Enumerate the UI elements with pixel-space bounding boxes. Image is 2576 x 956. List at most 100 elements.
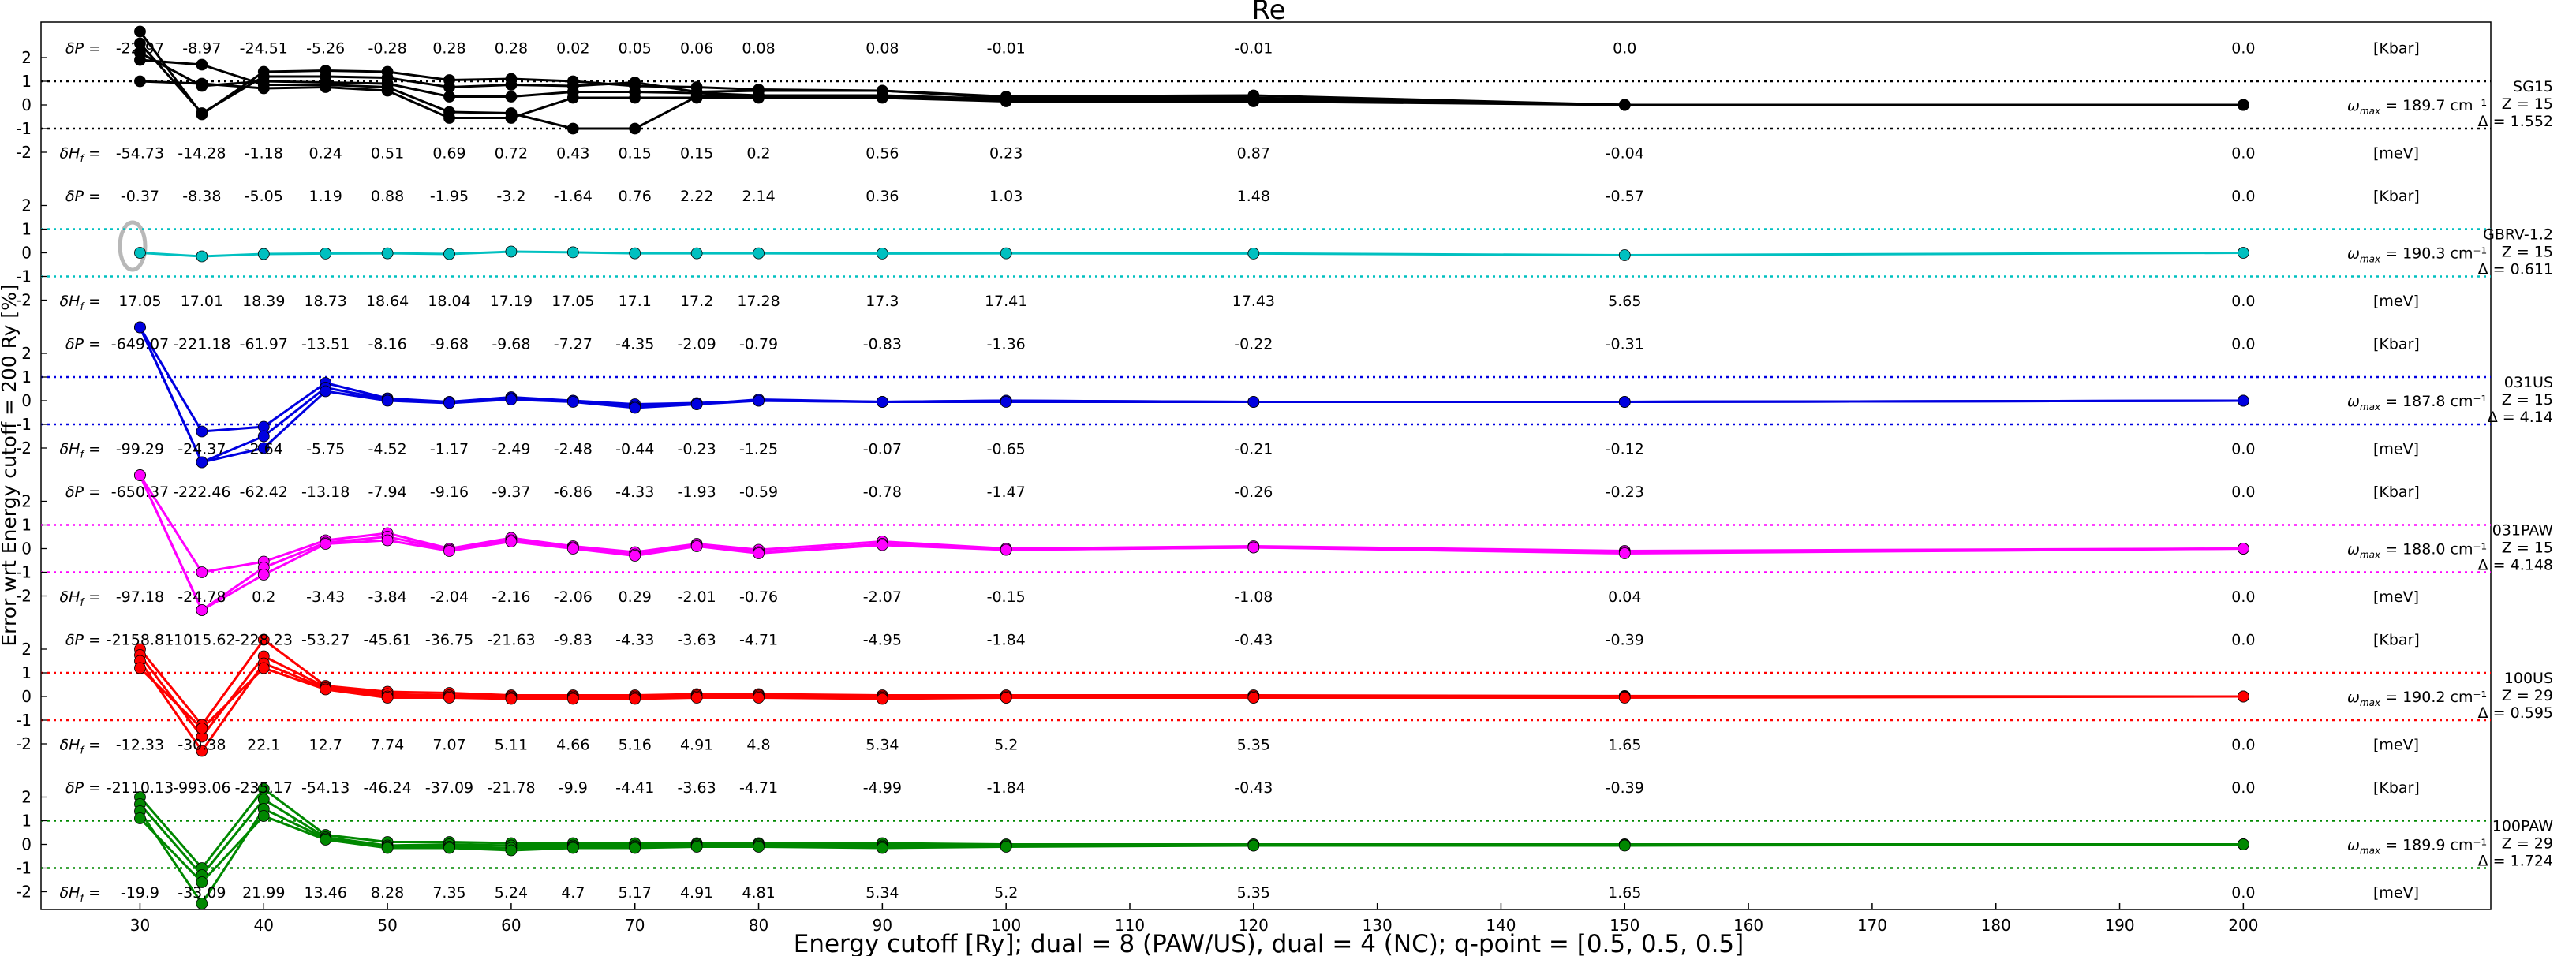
dh-value: 0.0 xyxy=(2231,441,2255,458)
dh-value: 5.24 xyxy=(495,884,528,902)
dh-value: 5.65 xyxy=(1608,293,1641,310)
dh-value: 0.23 xyxy=(989,145,1023,162)
dp-value: -4.71 xyxy=(739,779,778,797)
dh-value: 18.04 xyxy=(428,293,470,310)
data-point xyxy=(566,693,579,705)
data-point xyxy=(196,77,208,90)
data-point xyxy=(876,91,888,104)
y-tick-label: 2 xyxy=(21,48,32,67)
data-point xyxy=(1618,547,1631,559)
data-point xyxy=(505,91,518,103)
data-point xyxy=(1618,99,1631,111)
panel-sg15: 2 1 0 -1 -2 δP = δHf = -22.97 -8.97 -24.51 -5.26 -0… xyxy=(16,25,2553,166)
dh-value: 17.2 xyxy=(680,293,713,310)
dh-value: -12.33 xyxy=(116,737,164,754)
y-tick-label: -1 xyxy=(16,859,32,878)
dh-value: 5.35 xyxy=(1237,737,1270,754)
y-tick-label: -1 xyxy=(16,563,32,582)
dp-value: 2.22 xyxy=(680,188,713,205)
pseudo-z: Z = 15 xyxy=(2502,244,2553,261)
dh-value: 12.7 xyxy=(309,737,342,754)
dp-value: -4.33 xyxy=(615,484,654,501)
data-point xyxy=(629,91,641,104)
dp-value: -8.38 xyxy=(182,188,221,205)
dh-value: -99.29 xyxy=(116,441,164,458)
x-tick-label: 140 xyxy=(1486,916,1516,935)
dp-value: -8.16 xyxy=(368,335,407,353)
dp-value: -9.68 xyxy=(430,335,469,353)
pseudo-z: Z = 15 xyxy=(2502,540,2553,557)
dp-value: -36.75 xyxy=(425,631,473,648)
data-point xyxy=(196,107,208,119)
y-tick-label: -2 xyxy=(16,734,32,753)
data-point xyxy=(2237,838,2249,850)
mev-unit: [meV] xyxy=(2373,588,2419,606)
dp-value: -61.97 xyxy=(240,335,288,353)
data-point xyxy=(257,810,270,822)
dp-value: -0.01 xyxy=(987,39,1026,57)
dh-value: -0.23 xyxy=(678,441,716,458)
x-tick-label: 90 xyxy=(873,916,892,935)
pseudo-delta: Δ = 0.595 xyxy=(2478,704,2553,722)
data-point xyxy=(753,841,765,853)
series-line xyxy=(140,80,2244,119)
data-point xyxy=(566,91,579,104)
x-tick-label: 170 xyxy=(1857,916,1887,935)
data-point xyxy=(505,536,518,547)
data-point xyxy=(381,842,394,854)
data-point xyxy=(1000,841,1012,853)
pseudo-name: 031PAW xyxy=(2492,522,2553,540)
data-point xyxy=(196,898,208,909)
panel-100paw: 2 1 0 -1 -2 δP = δHf = -2110.13 -993.06 -235.17 -5… xyxy=(16,779,2553,909)
dh-value: 5.16 xyxy=(619,737,652,754)
y-tick-label: 1 xyxy=(21,220,32,239)
dh-value: -2.04 xyxy=(430,588,469,606)
mev-unit: [meV] xyxy=(2373,145,2419,162)
dp-value: -21.63 xyxy=(487,631,535,648)
series-line xyxy=(139,474,2244,612)
data-point xyxy=(566,246,579,259)
dp-value: 1.48 xyxy=(1237,188,1270,205)
omega-label: ωmax = 188.0 cm⁻¹ xyxy=(2347,541,2487,561)
dh-value: 7.74 xyxy=(371,737,404,754)
data-point xyxy=(134,247,146,259)
dp-value: -1.84 xyxy=(987,779,1026,797)
data-point xyxy=(2237,690,2249,703)
dp-value: 1.03 xyxy=(989,188,1023,205)
dh-value: 0.43 xyxy=(556,145,589,162)
dp-value: 0.0 xyxy=(1613,39,1636,57)
dh-value: 4.7 xyxy=(561,884,585,902)
dp-value: -0.59 xyxy=(739,484,778,501)
data-point xyxy=(2237,99,2249,111)
dp-label: δP = xyxy=(65,335,101,353)
dp-value: -1.36 xyxy=(987,335,1026,353)
omega-label: ωmax = 189.7 cm⁻¹ xyxy=(2347,97,2487,117)
data-point xyxy=(1247,692,1260,704)
data-point xyxy=(320,538,332,550)
data-point xyxy=(566,543,579,555)
panels: 2 1 0 -1 -2 δP = δHf = -22.97 -8.97 -24.51 -5.26 -0… xyxy=(16,25,2553,909)
data-point xyxy=(629,693,641,705)
dh-value: 0.87 xyxy=(1237,145,1270,162)
data-point xyxy=(257,569,270,581)
data-point xyxy=(196,604,208,616)
dp-value: -650.37 xyxy=(111,484,169,501)
pseudo-name: GBRV-1.2 xyxy=(2483,226,2553,244)
dh-value: -1.08 xyxy=(1234,588,1273,606)
dp-value: -0.83 xyxy=(863,335,902,353)
omega-label: ωmax = 189.9 cm⁻¹ xyxy=(2347,837,2487,857)
data-point xyxy=(566,122,579,135)
mev-unit: [meV] xyxy=(2373,884,2419,902)
dh-value: 17.3 xyxy=(866,293,899,310)
dp-value: 0.76 xyxy=(619,188,652,205)
dp-value: 0.0 xyxy=(2231,335,2255,353)
dp-label: δP = xyxy=(65,39,101,57)
dh-value: -2.64 xyxy=(245,441,283,458)
dh-value: -24.37 xyxy=(178,441,226,458)
y-tick-label: 1 xyxy=(21,663,32,682)
dh-value: -0.21 xyxy=(1234,441,1273,458)
dh-value: 4.91 xyxy=(680,737,713,754)
data-point xyxy=(2237,247,2249,259)
dh-value: -2.07 xyxy=(863,588,902,606)
